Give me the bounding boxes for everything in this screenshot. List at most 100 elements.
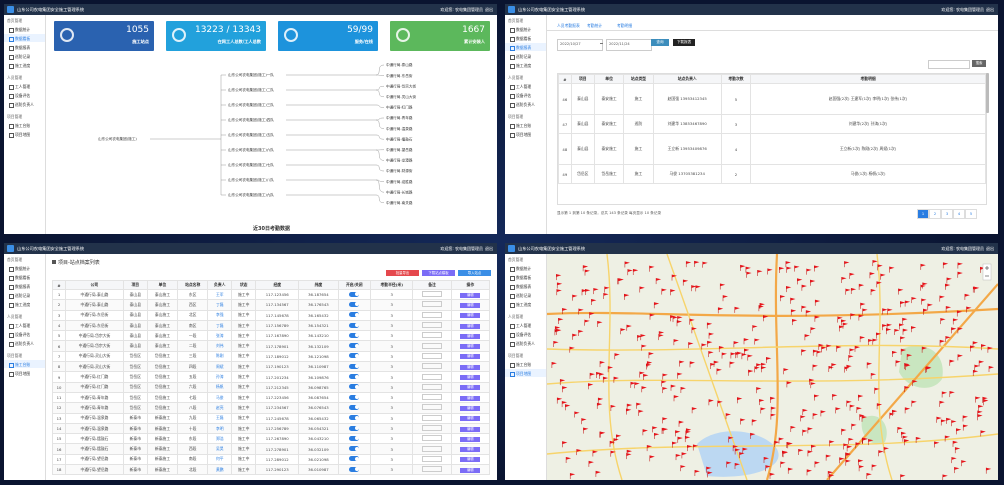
sidebar-item[interactable]: 数据看板 — [505, 34, 546, 42]
sidebar-item[interactable]: 施工台账 — [4, 121, 45, 129]
sidebar-item[interactable]: 巡防负责人 — [505, 339, 546, 347]
toggle-switch[interactable] — [349, 322, 360, 328]
search-input[interactable] — [928, 60, 970, 69]
toggle-switch[interactable] — [349, 353, 360, 359]
edit-button[interactable]: 编辑 — [460, 447, 481, 453]
sidebar-item[interactable]: 数据统计 — [4, 25, 45, 33]
sidebar-item[interactable]: 数据报表 — [4, 282, 45, 290]
search-button[interactable]: 搜索 — [972, 60, 986, 67]
edit-button[interactable]: 编辑 — [460, 323, 481, 329]
sidebar-item[interactable]: 巡防负责人 — [505, 100, 546, 108]
note-input[interactable] — [422, 414, 443, 421]
edit-button[interactable]: 编辑 — [460, 426, 481, 432]
sidebar-item[interactable]: 数据看板 — [4, 273, 45, 281]
edit-button[interactable]: 编辑 — [460, 292, 481, 298]
toggle-switch[interactable] — [349, 332, 360, 338]
sidebar-item[interactable]: 巡防记录 — [4, 52, 45, 60]
toggle-switch[interactable] — [349, 374, 360, 380]
note-input[interactable] — [422, 404, 443, 411]
sidebar-item[interactable]: 巡防记录 — [4, 291, 45, 299]
note-input[interactable] — [422, 435, 443, 442]
toggle-switch[interactable] — [349, 343, 360, 349]
sidebar-item[interactable]: 数据统计 — [4, 264, 45, 272]
note-input[interactable] — [422, 352, 443, 359]
sidebar-item[interactable]: 项目地图 — [505, 130, 546, 138]
page-button[interactable]: 5 — [965, 209, 977, 219]
query-button[interactable]: 查询 — [651, 39, 669, 46]
toggle-switch[interactable] — [349, 363, 360, 369]
sidebar-item[interactable]: 数据看板 — [505, 273, 546, 281]
toggle-switch[interactable] — [349, 404, 360, 410]
sidebar-item[interactable]: 施工进度 — [505, 300, 546, 308]
sidebar-item[interactable]: 施工台账 — [505, 360, 546, 368]
sidebar-item[interactable]: 施工进度 — [505, 61, 546, 69]
edit-button[interactable]: 编辑 — [460, 416, 481, 422]
page-button[interactable]: 2 — [929, 209, 941, 219]
note-input[interactable] — [422, 363, 443, 370]
map[interactable] — [547, 254, 998, 480]
action-button[interactable]: 下载站点模板 — [422, 270, 455, 276]
sidebar-item[interactable]: 工人管理 — [505, 82, 546, 90]
logout-link[interactable]: 退出 — [986, 7, 994, 12]
toggle-switch[interactable] — [349, 446, 360, 452]
edit-button[interactable]: 编辑 — [460, 405, 481, 411]
toggle-switch[interactable] — [349, 312, 360, 318]
sidebar-item[interactable]: 巡防记录 — [505, 291, 546, 299]
note-input[interactable] — [422, 383, 443, 390]
sidebar-item[interactable]: 数据看板 — [4, 34, 45, 42]
page-button[interactable]: 1 — [917, 209, 929, 219]
tab[interactable]: 人员考勤报表 — [557, 23, 580, 28]
action-button[interactable]: 批量导出 — [386, 270, 419, 276]
sidebar-item[interactable]: 工人管理 — [4, 82, 45, 90]
sidebar-item[interactable]: 项目地图 — [505, 369, 546, 377]
note-input[interactable] — [422, 342, 443, 349]
edit-button[interactable]: 编辑 — [460, 333, 481, 339]
note-input[interactable] — [422, 455, 443, 462]
sidebar-item[interactable]: 设备评估 — [505, 330, 546, 338]
logout-link[interactable]: 退出 — [485, 7, 493, 12]
edit-button[interactable]: 编辑 — [460, 313, 481, 319]
edit-button[interactable]: 编辑 — [460, 354, 481, 360]
edit-button[interactable]: 编辑 — [460, 364, 481, 370]
sidebar-item[interactable]: 数据报表 — [4, 43, 45, 51]
note-input[interactable] — [422, 332, 443, 339]
edit-button[interactable]: 编辑 — [460, 395, 481, 401]
page-button[interactable]: 3 — [941, 209, 953, 219]
sidebar-item[interactable]: 巡防负责人 — [4, 100, 45, 108]
note-input[interactable] — [422, 466, 443, 473]
edit-button[interactable]: 编辑 — [460, 467, 481, 473]
action-button[interactable]: 导入站点 — [458, 270, 491, 276]
toggle-switch[interactable] — [349, 435, 360, 441]
download-button[interactable]: 下载报表 — [673, 39, 695, 46]
edit-button[interactable]: 编辑 — [460, 436, 481, 442]
sidebar-item[interactable]: 项目地图 — [4, 130, 45, 138]
note-input[interactable] — [422, 322, 443, 329]
edit-button[interactable]: 编辑 — [460, 302, 481, 308]
toggle-switch[interactable] — [349, 466, 360, 472]
logout-link[interactable]: 退出 — [986, 246, 994, 251]
sidebar-item[interactable]: 施工进度 — [4, 61, 45, 69]
edit-button[interactable]: 编辑 — [460, 385, 481, 391]
note-input[interactable] — [422, 301, 443, 308]
date-to[interactable]: 2022/11/24 — [606, 39, 652, 51]
toggle-switch[interactable] — [349, 415, 360, 421]
sidebar-item[interactable]: 设备评估 — [505, 91, 546, 99]
sidebar-item[interactable]: 数据报表 — [505, 282, 546, 290]
toggle-switch[interactable] — [349, 291, 360, 297]
tab[interactable]: 考勤统计 — [587, 23, 603, 28]
edit-button[interactable]: 编辑 — [460, 344, 481, 350]
sidebar-item[interactable]: 数据统计 — [505, 25, 546, 33]
tab[interactable]: 考勤明细 — [617, 23, 633, 28]
toggle-switch[interactable] — [349, 425, 360, 431]
sidebar-item[interactable]: 项目地图 — [4, 369, 45, 377]
sidebar-item[interactable]: 数据统计 — [505, 264, 546, 272]
toggle-switch[interactable] — [349, 384, 360, 390]
sidebar-item[interactable]: 工人管理 — [4, 321, 45, 329]
note-input[interactable] — [422, 311, 443, 318]
sidebar-item[interactable]: 施工进度 — [4, 300, 45, 308]
note-input[interactable] — [422, 394, 443, 401]
sidebar-item[interactable]: 工人管理 — [505, 321, 546, 329]
edit-button[interactable]: 编辑 — [460, 375, 481, 381]
note-input[interactable] — [422, 425, 443, 431]
toggle-switch[interactable] — [349, 301, 360, 307]
